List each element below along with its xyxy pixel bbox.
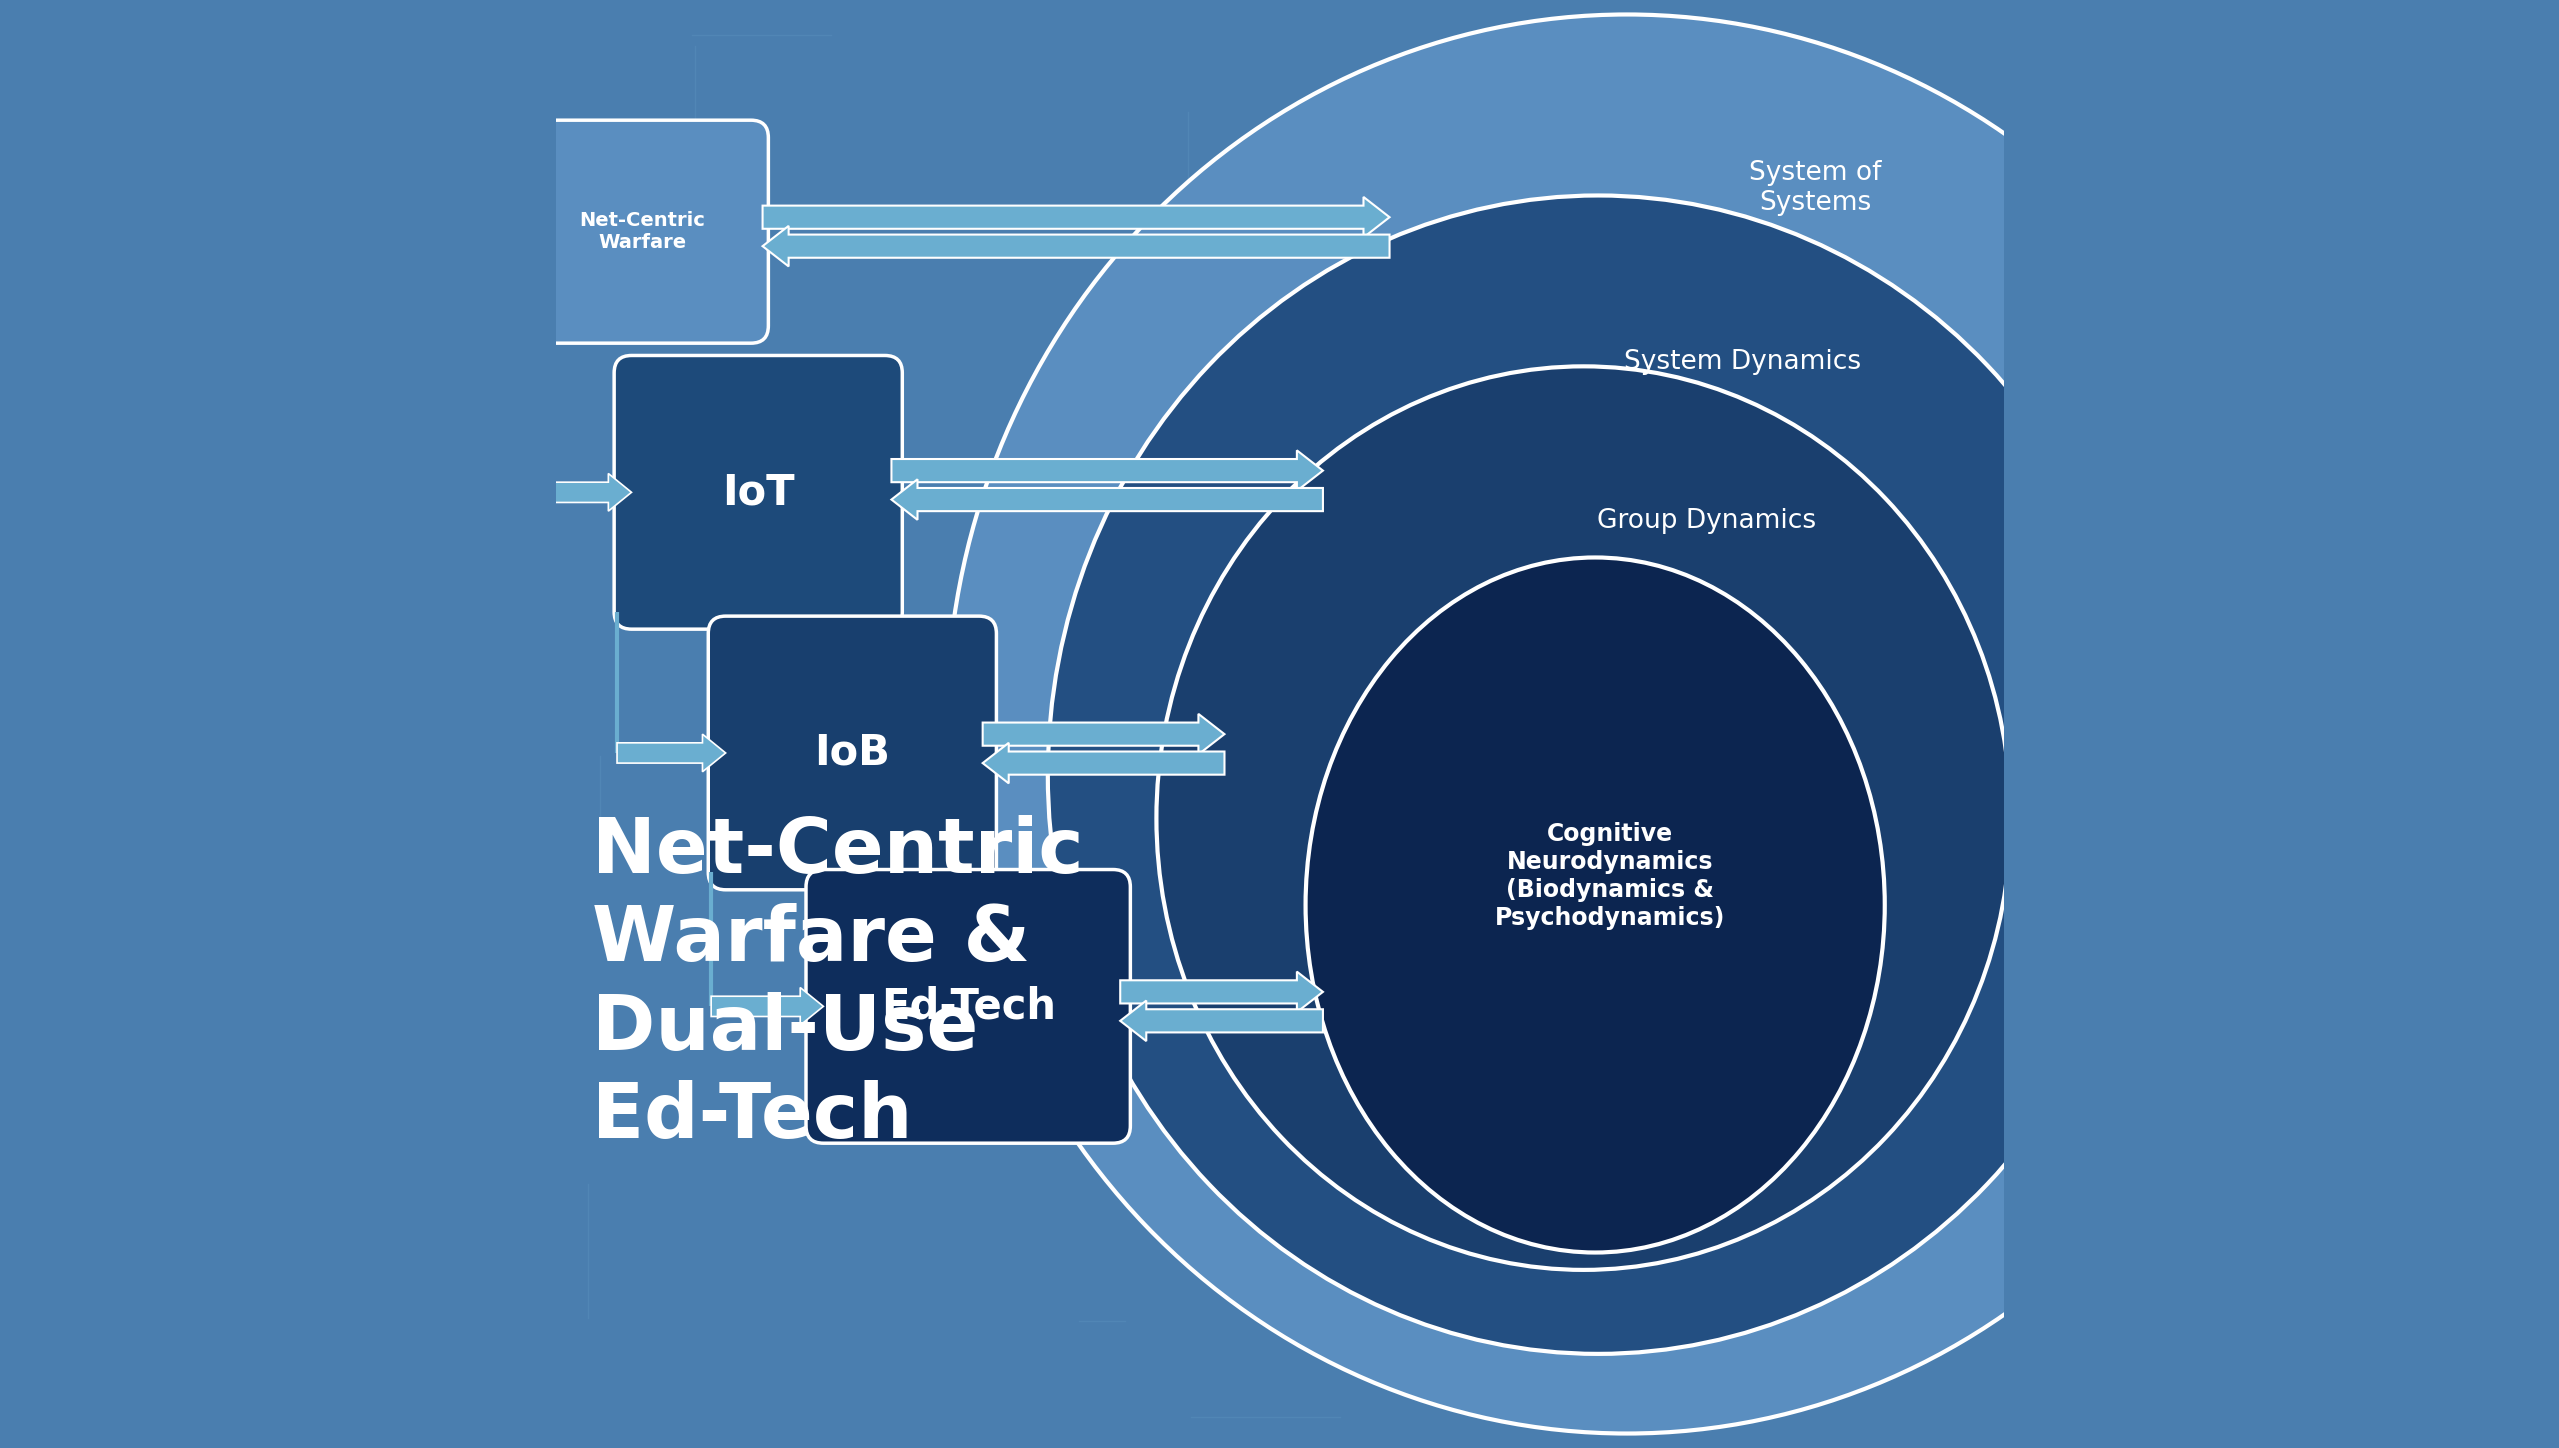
FancyArrow shape [983, 743, 1223, 783]
Text: Net-Centric
Warfare &
Dual-Use
Ed-Tech: Net-Centric Warfare & Dual-Use Ed-Tech [591, 815, 1082, 1154]
Text: IoT: IoT [722, 471, 793, 514]
Text: System Dynamics: System Dynamics [1625, 349, 1860, 375]
Text: System of
Systems: System of Systems [1748, 161, 1881, 216]
FancyArrow shape [711, 988, 824, 1025]
FancyArrow shape [519, 473, 632, 511]
FancyArrow shape [983, 714, 1223, 754]
Text: Net-Centric
Warfare: Net-Centric Warfare [578, 211, 706, 252]
Text: IoB: IoB [814, 731, 891, 775]
Ellipse shape [1047, 195, 2150, 1354]
FancyArrow shape [1121, 972, 1323, 1012]
FancyArrow shape [763, 197, 1390, 237]
FancyArrow shape [763, 226, 1390, 266]
Text: Cognitive
Neurodynamics
(Biodynamics &
Psychodynamics): Cognitive Neurodynamics (Biodynamics & P… [1494, 822, 1725, 930]
FancyArrow shape [1121, 1001, 1323, 1041]
FancyBboxPatch shape [709, 617, 995, 889]
FancyArrow shape [617, 734, 727, 772]
FancyBboxPatch shape [806, 869, 1131, 1144]
Ellipse shape [1305, 557, 1886, 1253]
FancyArrow shape [891, 479, 1323, 520]
Text: Group Dynamics: Group Dynamics [1597, 508, 1817, 534]
Text: Ed-Tech: Ed-Tech [880, 985, 1057, 1028]
Ellipse shape [947, 14, 2308, 1434]
FancyArrow shape [891, 450, 1323, 491]
FancyBboxPatch shape [614, 356, 903, 628]
FancyBboxPatch shape [517, 120, 768, 343]
Ellipse shape [1157, 366, 2011, 1270]
